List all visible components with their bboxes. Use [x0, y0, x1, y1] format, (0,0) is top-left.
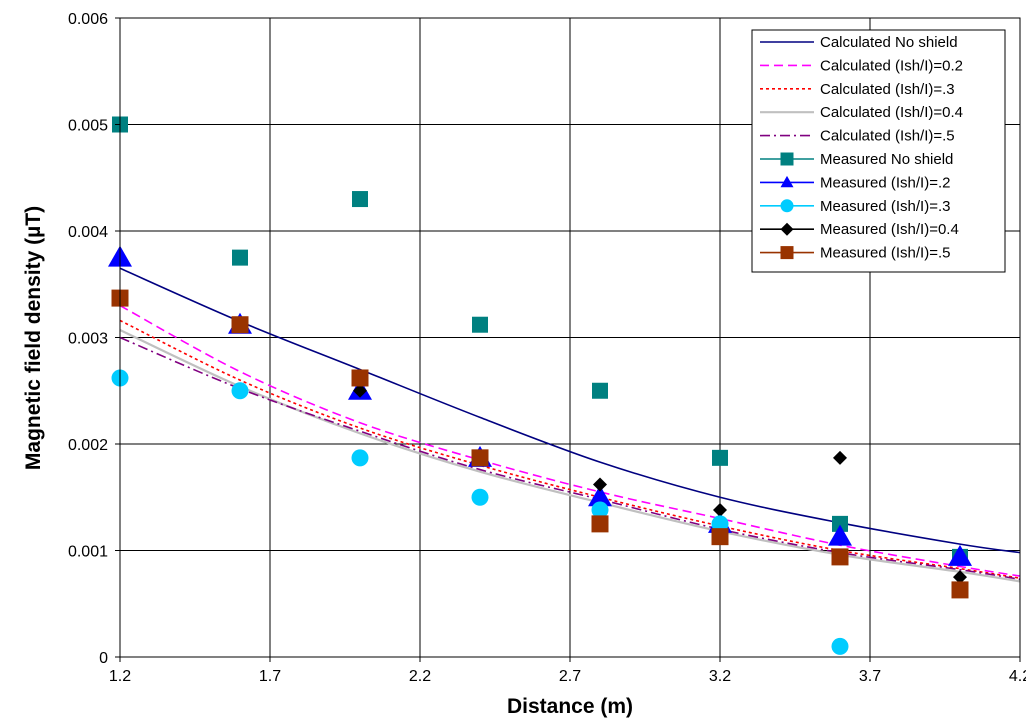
- data-point: [588, 485, 612, 507]
- measured-markers: [108, 116, 972, 655]
- x-tick-label: 3.2: [709, 668, 731, 685]
- y-tick-label: 0.002: [68, 437, 108, 454]
- legend-item: Measured (Ish/I)=.5: [760, 245, 950, 262]
- data-point: [593, 477, 607, 492]
- legend-label: Measured (Ish/I)=.2: [820, 174, 950, 191]
- legend-label: Calculated (Ish/I)=.5: [820, 128, 955, 145]
- data-point: [831, 548, 849, 566]
- legend-label: Calculated (Ish/I)=0.2: [820, 57, 963, 74]
- legend-marker-swatch: [780, 222, 794, 236]
- legend-marker-swatch: [780, 246, 794, 260]
- x-tick-label: 2.7: [559, 668, 581, 685]
- data-point: [711, 528, 729, 546]
- y-tick-label: 0.001: [68, 544, 108, 561]
- marker-group-series-7: [111, 369, 849, 655]
- data-point: [351, 369, 369, 387]
- legend-label: Measured (Ish/I)=.5: [820, 245, 950, 262]
- data-point: [353, 383, 367, 398]
- legend-label: Measured (Ish/I)=.3: [820, 198, 950, 215]
- data-point: [951, 581, 969, 599]
- data-point: [948, 544, 972, 566]
- legend: Calculated No shield Calculated (Ish/I)=0…: [751, 29, 1006, 273]
- data-point: [352, 191, 368, 208]
- calculated-line-series-2: [119, 319, 1021, 579]
- legend-item: Measured No shield: [760, 151, 953, 168]
- x-tick-label: 3.7: [859, 668, 881, 685]
- calculated-line-series-1: [119, 304, 1021, 577]
- data-point: [471, 449, 489, 467]
- legend-box: [751, 29, 1006, 273]
- y-tick-label: 0: [99, 650, 108, 667]
- legend-item: Calculated (Ish/I)=0.4: [760, 104, 963, 121]
- data-point: [591, 515, 609, 533]
- x-tick-label: 2.2: [409, 668, 431, 685]
- data-point: [592, 382, 608, 399]
- legend-item: Measured (Ish/I)=.3: [760, 198, 950, 215]
- data-point: [472, 316, 488, 333]
- data-point: [711, 515, 729, 533]
- legend-item: Measured (Ish/I)=0.4: [760, 221, 959, 238]
- data-point: [953, 570, 967, 585]
- x-tick-label: 4.2: [1009, 668, 1026, 685]
- y-tick-label: 0.006: [68, 11, 108, 28]
- y-tick-label: 0.005: [68, 118, 108, 135]
- data-point: [591, 501, 609, 519]
- data-point: [712, 449, 728, 466]
- x-axis-ticks: 1.2 1.7 2.2 2.7 3.2 3.7 4.2: [109, 657, 1026, 685]
- data-point: [351, 449, 369, 467]
- data-point: [833, 450, 847, 465]
- calculated-line-series-4: [119, 336, 1021, 581]
- legend-item: Calculated (Ish/I)=.5: [760, 128, 955, 145]
- legend-label: Calculated No shield: [820, 34, 958, 51]
- legend-label: Measured No shield: [820, 151, 953, 168]
- data-point: [232, 249, 248, 266]
- legend-item: Calculated No shield: [760, 34, 958, 51]
- legend-label: Calculated (Ish/I)=.3: [820, 81, 955, 98]
- x-tick-label: 1.7: [259, 668, 281, 685]
- data-point: [713, 503, 727, 518]
- x-tick-label: 1.2: [109, 668, 131, 685]
- data-point: [231, 382, 249, 400]
- legend-marker-swatch: [780, 152, 794, 166]
- y-axis-ticks: 0 0.001 0.002 0.003 0.004 0.005 0.006: [68, 11, 120, 667]
- calculated-line-series-0: [119, 267, 1021, 554]
- legend-item: Calculated (Ish/I)=.3: [760, 81, 955, 98]
- legend-item: Calculated (Ish/I)=0.2: [760, 57, 963, 74]
- calculated-lines: [119, 267, 1021, 583]
- legend-marker-swatch: [780, 199, 794, 213]
- marker-group-series-9: [111, 289, 969, 599]
- data-point: [471, 488, 489, 506]
- legend-label: Calculated (Ish/I)=0.4: [820, 104, 963, 121]
- data-point: [828, 524, 852, 546]
- calculated-line-series-3: [119, 329, 1021, 583]
- data-point: [831, 637, 849, 655]
- y-tick-label: 0.004: [68, 224, 108, 241]
- x-axis-title: Distance (m): [507, 695, 633, 718]
- data-point: [231, 316, 249, 334]
- data-point: [832, 515, 848, 532]
- y-tick-label: 0.003: [68, 331, 108, 348]
- legend-label: Measured (Ish/I)=0.4: [820, 221, 959, 238]
- legend-marker-swatch: [780, 175, 794, 188]
- legend-item: Measured (Ish/I)=.2: [760, 174, 950, 191]
- y-axis-title: Magnetic field density (µT): [22, 206, 45, 470]
